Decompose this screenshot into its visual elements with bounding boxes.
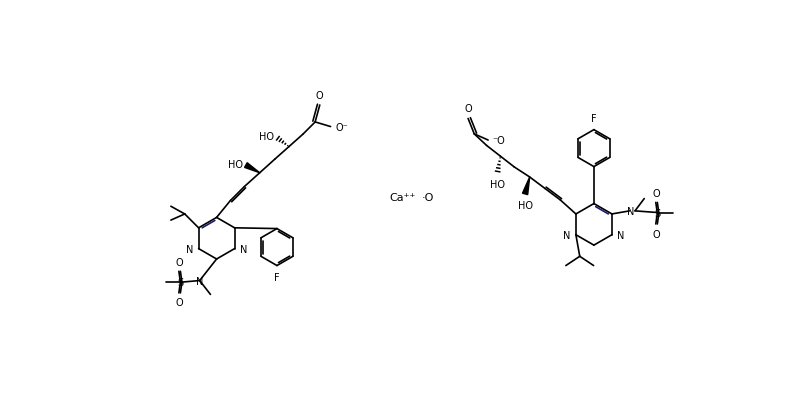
Text: S: S	[654, 209, 660, 219]
Text: N: N	[240, 244, 247, 254]
Polygon shape	[522, 178, 530, 195]
Text: F: F	[275, 273, 280, 283]
Text: O: O	[316, 90, 324, 100]
Text: ·O: ·O	[422, 193, 435, 203]
Text: N: N	[617, 230, 625, 240]
Text: O: O	[175, 257, 184, 267]
Text: HO: HO	[490, 180, 505, 190]
Text: O: O	[653, 188, 660, 198]
Text: Ca⁺⁺: Ca⁺⁺	[390, 193, 416, 203]
Text: N: N	[627, 207, 635, 216]
Text: HO: HO	[258, 132, 274, 142]
Polygon shape	[245, 163, 260, 173]
Text: N: N	[196, 276, 204, 286]
Text: S: S	[177, 277, 184, 288]
Text: O⁻: O⁻	[336, 122, 349, 132]
Text: F: F	[591, 113, 597, 124]
Text: N: N	[564, 230, 571, 240]
Text: O: O	[653, 229, 660, 239]
Text: HO: HO	[518, 200, 533, 211]
Text: ⁻O: ⁻O	[493, 136, 506, 146]
Text: O: O	[464, 104, 472, 114]
Text: HO: HO	[228, 159, 243, 169]
Text: N: N	[186, 244, 193, 254]
Text: O: O	[175, 298, 184, 308]
